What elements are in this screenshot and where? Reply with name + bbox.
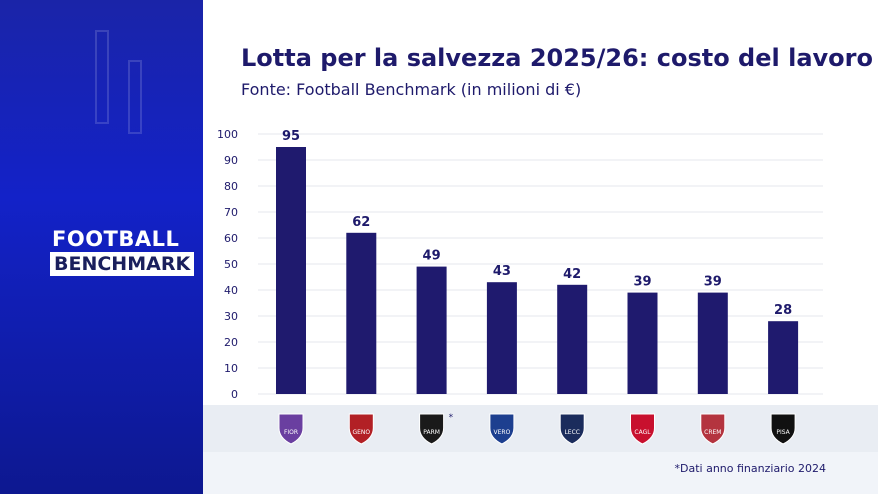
club-name: VERO — [494, 429, 511, 436]
club-name: LECC — [564, 429, 580, 436]
bar-chart: 0 10 20 30 40 50 60 70 80 90 100 95 FIOR 62 GENO 49 PARM… — [217, 128, 823, 445]
club-crest-verona — [489, 413, 515, 445]
bar-pisa — [768, 321, 799, 394]
logo-band — [203, 405, 878, 452]
footnote: *Dati anno finanziario 2024 — [674, 462, 826, 475]
data-label: 39 — [633, 275, 651, 290]
data-label: 62 — [352, 215, 370, 230]
data-label: 49 — [423, 249, 441, 264]
y-tick-label: 40 — [224, 284, 238, 297]
data-label: 95 — [282, 129, 300, 144]
y-tick-label: 70 — [224, 206, 238, 219]
club-name: GENO — [352, 429, 370, 436]
bar-verona — [486, 282, 517, 394]
asterisk-marker: * — [449, 413, 454, 423]
club-name: CAGL — [634, 429, 651, 436]
club-crest-parma — [419, 413, 445, 445]
chart-panel: Lotta per la salvezza 2025/26: costo del… — [203, 0, 878, 494]
club-name: PARM — [423, 429, 440, 436]
club-name: FIOR — [284, 429, 298, 436]
club-crest-lecce — [559, 413, 585, 445]
chart-subtitle: Fonte: Football Benchmark (in milioni di… — [241, 80, 582, 99]
bar-lecce — [557, 284, 588, 394]
y-tick-label: 50 — [224, 258, 238, 271]
y-tick-label: 20 — [224, 336, 238, 349]
bar-fiorentina — [276, 147, 306, 394]
data-label: 42 — [563, 267, 581, 282]
y-tick-label: 80 — [224, 180, 238, 193]
club-crest-cremonese — [700, 413, 726, 445]
brand-logo-football: FOOTBALL — [52, 227, 180, 251]
bar-cagliari — [627, 292, 658, 394]
data-label: 39 — [704, 275, 722, 290]
club-crest-cagliari — [630, 413, 655, 445]
data-label: 43 — [493, 264, 511, 279]
data-label: 28 — [774, 303, 792, 318]
chart-title: Lotta per la salvezza 2025/26: costo del… — [241, 44, 873, 72]
bar-parma — [416, 266, 447, 394]
decor — [128, 60, 142, 134]
bar-genoa — [346, 232, 377, 394]
y-tick-label: 10 — [224, 362, 238, 375]
y-tick-label: 0 — [231, 388, 238, 401]
club-crest-fiorentina — [278, 413, 304, 445]
club-crest-pisa — [770, 413, 796, 445]
club-name: PISA — [776, 429, 790, 436]
club-crest-genoa — [348, 413, 374, 445]
brand-panel: FOOTBALL BENCHMARK — [0, 0, 203, 494]
y-tick-label: 100 — [217, 128, 238, 141]
brand-logo-benchmark: BENCHMARK — [50, 252, 195, 276]
y-tick-label: 60 — [224, 232, 238, 245]
footer-band — [203, 452, 878, 494]
club-name: CREM — [704, 429, 721, 436]
y-tick-label: 90 — [224, 154, 238, 167]
bar-cremonese — [697, 292, 728, 394]
y-tick-label: 30 — [224, 310, 238, 323]
decor — [95, 30, 109, 124]
